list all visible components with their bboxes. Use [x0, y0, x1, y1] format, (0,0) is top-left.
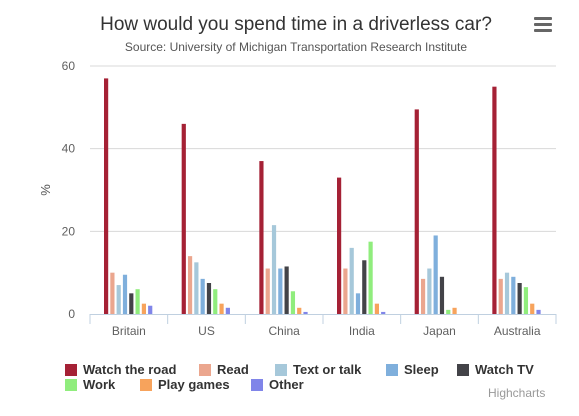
- bar-play-games-us[interactable]: [219, 303, 224, 314]
- x-tick-label: US: [198, 324, 215, 338]
- bar-watch-tv-india[interactable]: [362, 260, 367, 314]
- y-axis-title: %: [38, 184, 53, 196]
- x-tick-label: China: [268, 324, 300, 338]
- bar-read-china[interactable]: [265, 268, 270, 314]
- legend-item-play-games[interactable]: Play games: [140, 377, 230, 392]
- legend-item-watch-the-road[interactable]: Watch the road: [65, 362, 176, 377]
- y-tick-label: 40: [62, 142, 76, 156]
- bar-other-australia[interactable]: [536, 309, 541, 314]
- legend-swatch: [65, 378, 77, 391]
- legend-swatch: [65, 363, 77, 376]
- bar-sleep-us[interactable]: [200, 278, 205, 314]
- bar-play-games-japan[interactable]: [452, 307, 457, 314]
- legend-swatch: [199, 363, 211, 376]
- bar-other-india[interactable]: [381, 311, 386, 314]
- x-tick-label: India: [349, 324, 375, 338]
- bar-watch-tv-britain[interactable]: [129, 293, 134, 314]
- bars: [104, 78, 541, 315]
- bar-sleep-japan[interactable]: [433, 235, 438, 314]
- legend-swatch: [275, 363, 287, 376]
- bar-play-games-britain[interactable]: [141, 303, 146, 314]
- bar-watch-tv-japan[interactable]: [439, 276, 445, 314]
- bar-other-britain[interactable]: [148, 305, 153, 314]
- bar-watch-the-road-australia[interactable]: [492, 86, 497, 314]
- bar-work-britain[interactable]: [135, 289, 140, 314]
- bar-play-games-china[interactable]: [297, 307, 302, 314]
- legend-item-other[interactable]: Other: [251, 377, 304, 392]
- bar-read-india[interactable]: [343, 268, 348, 314]
- legend-swatch: [386, 363, 398, 376]
- bar-text-or-talk-britain[interactable]: [116, 285, 121, 314]
- legend-item-work[interactable]: Work: [65, 377, 115, 392]
- x-tick-label: Japan: [423, 324, 456, 338]
- bar-sleep-china[interactable]: [278, 268, 283, 314]
- legend-swatch: [140, 378, 152, 391]
- bar-text-or-talk-us[interactable]: [194, 262, 199, 314]
- legend-label: Sleep: [404, 362, 439, 377]
- bar-watch-the-road-india[interactable]: [337, 177, 342, 314]
- bar-other-china[interactable]: [303, 311, 308, 314]
- bar-watch-the-road-japan[interactable]: [414, 109, 419, 315]
- bar-text-or-talk-india[interactable]: [349, 247, 354, 314]
- menu-line: [534, 17, 552, 20]
- bar-watch-the-road-us[interactable]: [181, 123, 186, 315]
- bar-sleep-australia[interactable]: [511, 276, 516, 314]
- legend-label: Work: [83, 377, 116, 392]
- bar-text-or-talk-japan[interactable]: [427, 268, 432, 314]
- bar-read-japan[interactable]: [420, 278, 426, 314]
- credits-link[interactable]: Highcharts: [488, 386, 546, 400]
- y-axis-ticks: 0 20 40 60: [62, 59, 76, 321]
- x-tick-label: Australia: [494, 324, 541, 338]
- legend-label: Text or talk: [293, 362, 362, 377]
- bar-text-or-talk-china[interactable]: [271, 225, 277, 314]
- bar-read-us[interactable]: [187, 256, 193, 314]
- bar-work-us[interactable]: [213, 289, 218, 314]
- legend-label: Read: [217, 362, 249, 377]
- bar-sleep-india[interactable]: [355, 293, 361, 314]
- menu-line: [534, 23, 552, 26]
- bar-watch-the-road-britain[interactable]: [104, 78, 109, 315]
- bar-watch-tv-australia[interactable]: [517, 283, 522, 314]
- bar-work-australia[interactable]: [523, 287, 529, 314]
- bar-other-us[interactable]: [225, 307, 230, 314]
- y-tick-label: 20: [62, 224, 76, 238]
- bar-work-india[interactable]: [368, 241, 373, 314]
- bar-work-japan[interactable]: [446, 309, 451, 314]
- bar-read-australia[interactable]: [498, 278, 503, 314]
- grid-lines: [90, 65, 556, 232]
- legend-label: Watch TV: [475, 362, 534, 377]
- bar-play-games-india[interactable]: [374, 303, 379, 314]
- bar-work-china[interactable]: [290, 291, 296, 314]
- y-tick-label: 0: [68, 307, 75, 321]
- bar-sleep-britain[interactable]: [122, 274, 128, 314]
- x-tick-label: Britain: [112, 324, 146, 338]
- bar-read-britain[interactable]: [110, 272, 115, 314]
- bar-watch-the-road-china[interactable]: [259, 161, 264, 314]
- chart-subtitle: Source: University of Michigan Transport…: [125, 40, 467, 54]
- hamburger-icon[interactable]: [532, 14, 554, 36]
- x-axis: Britain US China India Japan Australia: [89, 314, 557, 338]
- y-tick-label: 60: [62, 59, 76, 73]
- legend-item-read[interactable]: Read: [199, 362, 249, 377]
- legend-swatch: [457, 363, 469, 376]
- legend-label: Watch the road: [83, 362, 177, 377]
- bar-watch-tv-china[interactable]: [284, 266, 289, 314]
- menu-line: [534, 29, 552, 32]
- legend-item-sleep[interactable]: Sleep: [386, 362, 439, 377]
- bar-text-or-talk-australia[interactable]: [504, 272, 510, 314]
- bar-watch-tv-us[interactable]: [206, 283, 212, 314]
- legend-item-watch-tv[interactable]: Watch TV: [457, 362, 534, 377]
- legend-swatch: [251, 378, 263, 391]
- legend-label: Other: [269, 377, 304, 392]
- legend-label: Play games: [158, 377, 230, 392]
- legend-item-text-or-talk[interactable]: Text or talk: [275, 362, 361, 377]
- chart-title: How would you spend time in a driverless…: [100, 14, 492, 35]
- bar-play-games-australia[interactable]: [530, 303, 535, 314]
